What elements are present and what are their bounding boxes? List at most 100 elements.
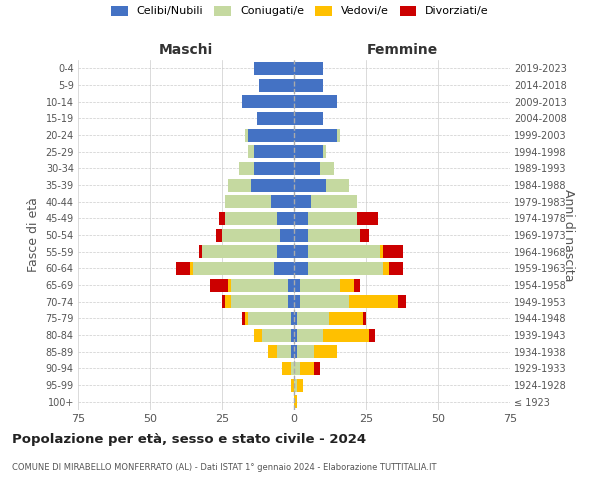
Bar bbox=[222, 228, 280, 241]
Bar bbox=[291, 378, 294, 392]
Bar bbox=[277, 245, 294, 258]
Bar bbox=[277, 212, 294, 225]
Bar bbox=[202, 245, 277, 258]
Bar bbox=[294, 328, 297, 342]
Bar bbox=[248, 128, 294, 141]
Bar bbox=[291, 312, 294, 325]
Bar bbox=[349, 295, 398, 308]
Bar bbox=[271, 195, 294, 208]
Bar bbox=[251, 178, 294, 192]
Text: COMUNE DI MIRABELLO MONFERRATO (AL) - Dati ISTAT 1° gennaio 2024 - Elaborazione : COMUNE DI MIRABELLO MONFERRATO (AL) - Da… bbox=[12, 462, 437, 471]
Bar bbox=[297, 312, 329, 325]
Bar bbox=[323, 145, 326, 158]
Bar bbox=[254, 328, 262, 342]
Bar bbox=[337, 128, 340, 141]
Bar bbox=[294, 228, 308, 241]
Bar bbox=[294, 162, 320, 175]
Bar bbox=[245, 128, 248, 141]
Bar bbox=[294, 195, 311, 208]
Bar bbox=[268, 345, 277, 358]
Bar bbox=[294, 145, 323, 158]
Legend: Celibi/Nubili, Coniugati/e, Vedovi/e, Divorziati/e: Celibi/Nubili, Coniugati/e, Vedovi/e, Di… bbox=[111, 6, 489, 16]
Bar bbox=[308, 245, 380, 258]
Bar bbox=[176, 262, 190, 275]
Bar bbox=[326, 178, 349, 192]
Bar bbox=[288, 295, 294, 308]
Bar bbox=[308, 212, 358, 225]
Bar bbox=[294, 62, 323, 75]
Bar bbox=[300, 278, 340, 291]
Bar bbox=[369, 328, 374, 342]
Bar bbox=[294, 345, 297, 358]
Bar bbox=[225, 195, 271, 208]
Bar bbox=[308, 228, 360, 241]
Bar bbox=[297, 328, 323, 342]
Bar bbox=[254, 62, 294, 75]
Bar bbox=[294, 178, 326, 192]
Bar bbox=[280, 228, 294, 241]
Bar bbox=[300, 295, 349, 308]
Bar bbox=[294, 78, 323, 92]
Bar bbox=[323, 328, 369, 342]
Bar bbox=[283, 362, 291, 375]
Bar bbox=[363, 312, 366, 325]
Bar bbox=[222, 295, 225, 308]
Bar bbox=[245, 312, 248, 325]
Bar bbox=[262, 328, 291, 342]
Bar bbox=[314, 345, 337, 358]
Bar bbox=[225, 212, 277, 225]
Bar bbox=[291, 362, 294, 375]
Bar bbox=[199, 245, 202, 258]
Bar bbox=[383, 262, 389, 275]
Bar bbox=[228, 278, 230, 291]
Bar bbox=[300, 362, 314, 375]
Bar bbox=[259, 78, 294, 92]
Bar bbox=[380, 245, 383, 258]
Bar bbox=[294, 362, 300, 375]
Bar bbox=[242, 312, 245, 325]
Bar bbox=[358, 212, 377, 225]
Bar bbox=[211, 278, 228, 291]
Bar bbox=[294, 262, 308, 275]
Bar bbox=[355, 278, 360, 291]
Bar bbox=[294, 395, 297, 408]
Text: Femmine: Femmine bbox=[367, 42, 437, 56]
Bar bbox=[291, 345, 294, 358]
Bar bbox=[225, 295, 230, 308]
Bar bbox=[216, 228, 222, 241]
Bar bbox=[230, 278, 288, 291]
Bar bbox=[311, 195, 358, 208]
Bar bbox=[294, 128, 337, 141]
Bar bbox=[190, 262, 193, 275]
Bar bbox=[398, 295, 406, 308]
Bar bbox=[294, 95, 337, 108]
Bar bbox=[254, 145, 294, 158]
Bar bbox=[329, 312, 363, 325]
Bar bbox=[254, 162, 294, 175]
Bar bbox=[320, 162, 334, 175]
Bar bbox=[294, 112, 323, 125]
Bar bbox=[340, 278, 355, 291]
Bar bbox=[239, 162, 254, 175]
Bar bbox=[383, 245, 403, 258]
Text: Maschi: Maschi bbox=[159, 42, 213, 56]
Bar bbox=[308, 262, 383, 275]
Bar bbox=[288, 278, 294, 291]
Bar bbox=[294, 295, 300, 308]
Bar bbox=[294, 378, 297, 392]
Bar bbox=[193, 262, 274, 275]
Bar bbox=[228, 178, 251, 192]
Bar bbox=[248, 312, 291, 325]
Bar bbox=[360, 228, 369, 241]
Bar bbox=[294, 245, 308, 258]
Bar bbox=[297, 345, 314, 358]
Bar bbox=[257, 112, 294, 125]
Y-axis label: Anni di nascita: Anni di nascita bbox=[562, 188, 575, 281]
Bar bbox=[248, 145, 254, 158]
Bar bbox=[242, 95, 294, 108]
Bar bbox=[274, 262, 294, 275]
Bar bbox=[291, 328, 294, 342]
Bar bbox=[294, 312, 297, 325]
Bar bbox=[294, 212, 308, 225]
Text: Popolazione per età, sesso e stato civile - 2024: Popolazione per età, sesso e stato civil… bbox=[12, 432, 366, 446]
